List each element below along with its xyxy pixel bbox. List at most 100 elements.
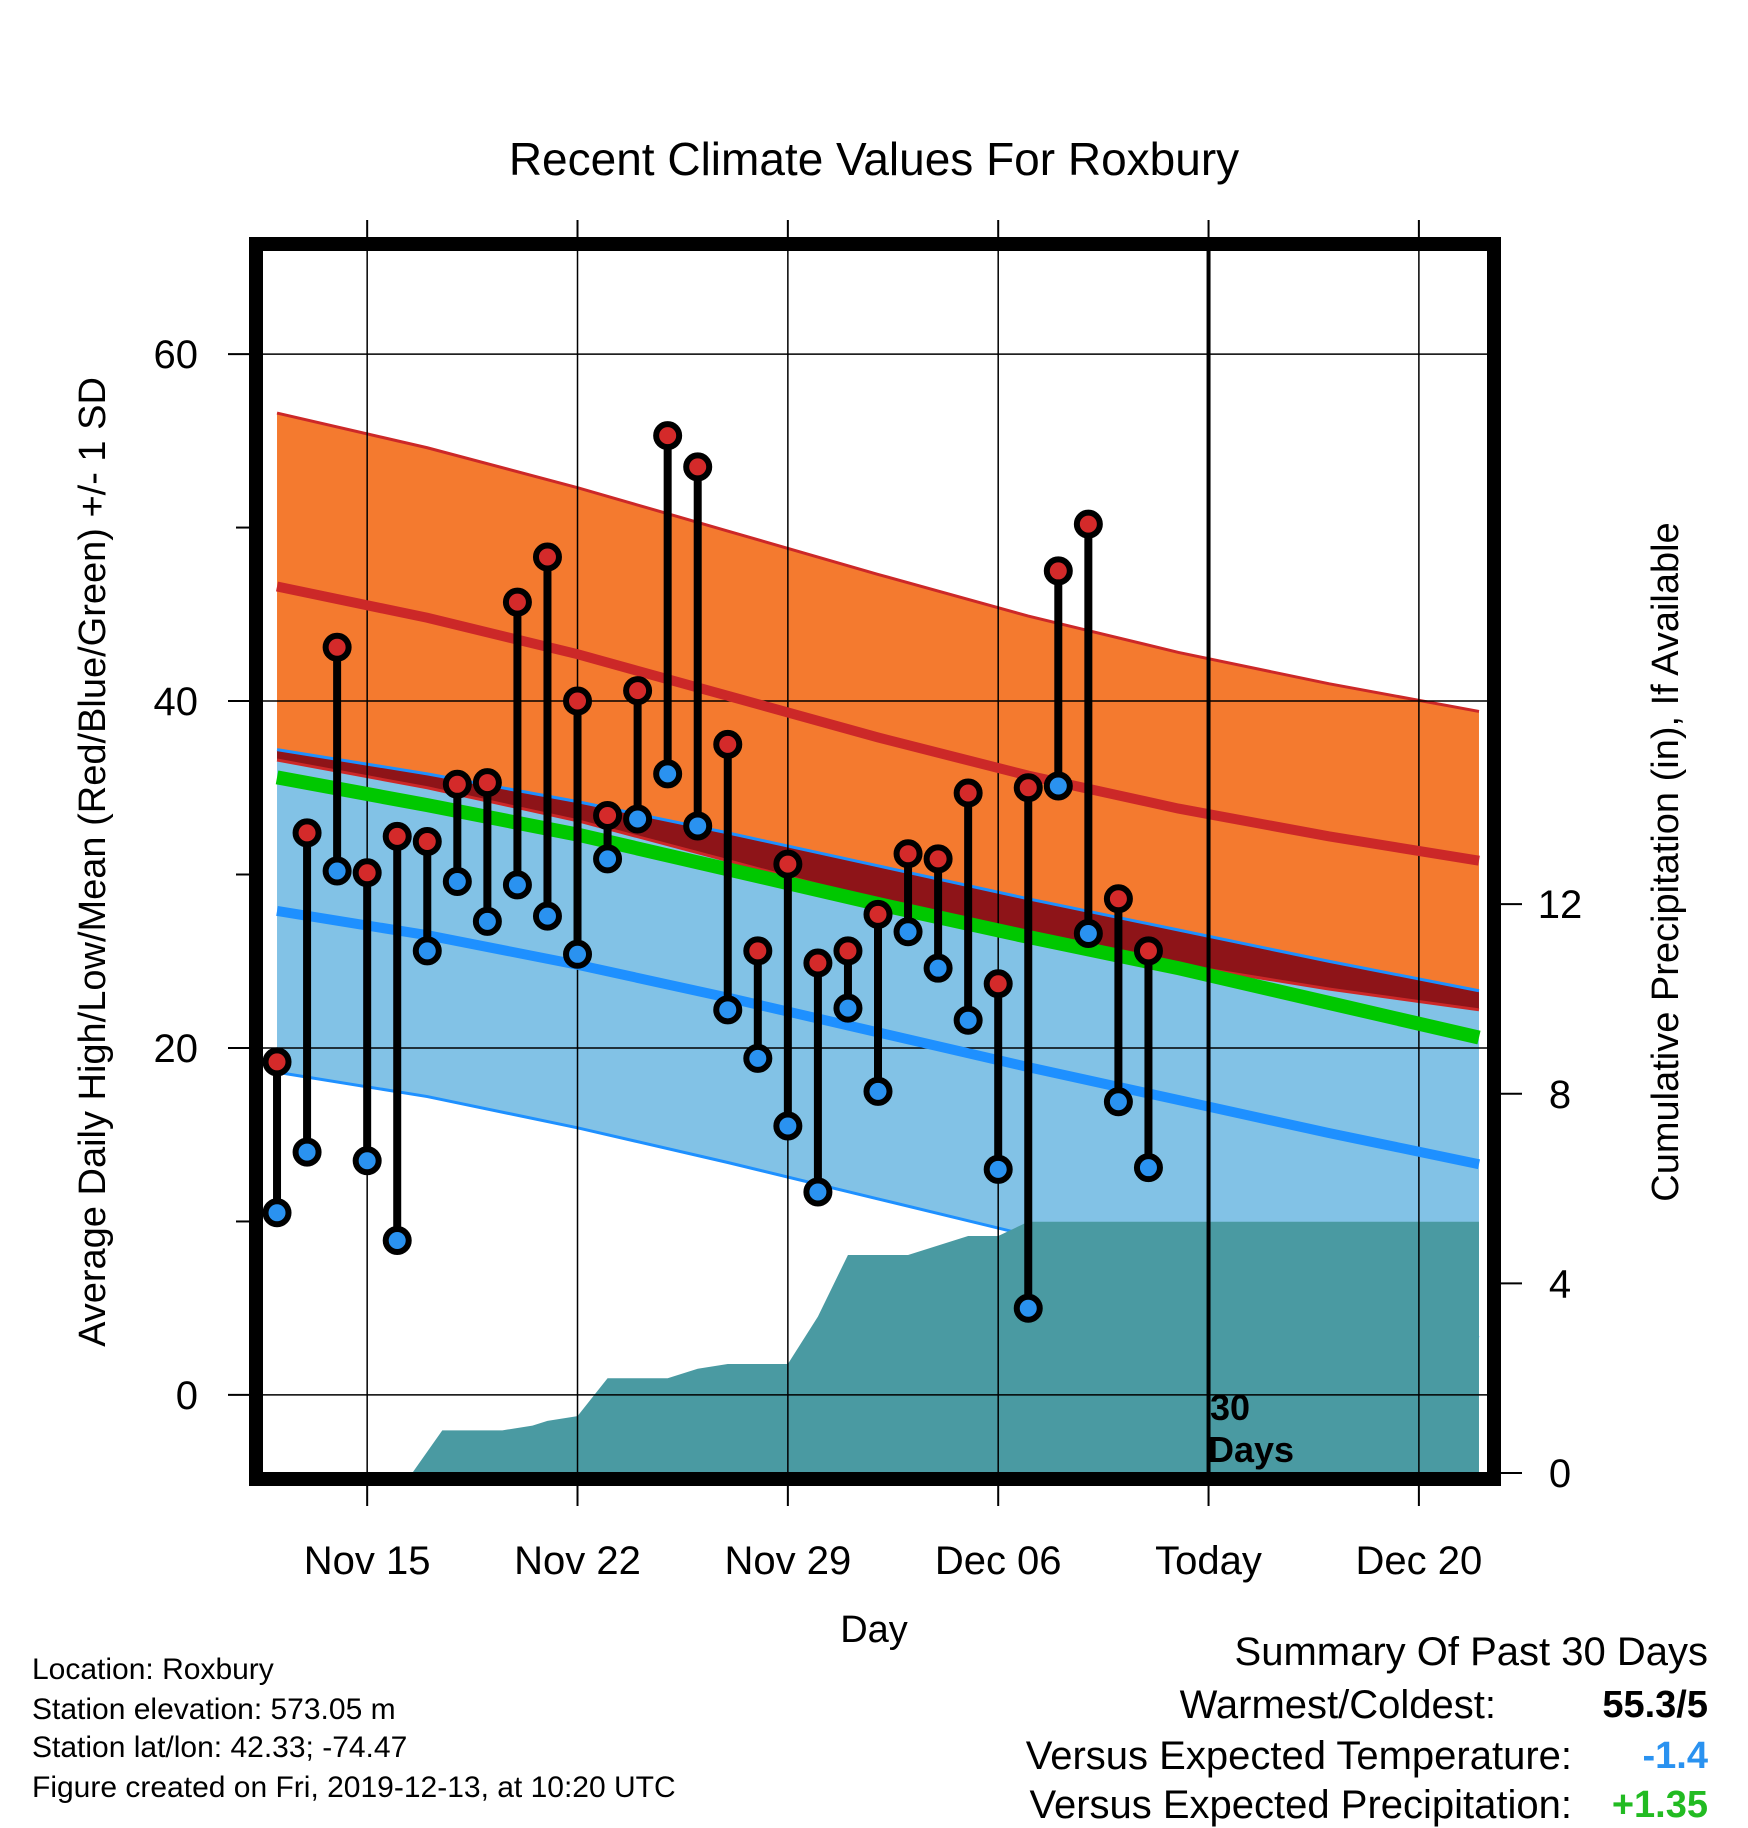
obs-low-point bbox=[653, 759, 683, 789]
y2-tick-label: 4 bbox=[1549, 1262, 1571, 1306]
obs-low-point bbox=[773, 1111, 803, 1141]
obs-low-point bbox=[472, 906, 502, 936]
summary-precip-value: +1.35 bbox=[1611, 1784, 1708, 1826]
chart-title: Recent Climate Values For Roxbury bbox=[509, 133, 1239, 185]
obs-high-point bbox=[833, 936, 863, 966]
obs-low-point bbox=[623, 804, 653, 834]
obs-high-point bbox=[1073, 509, 1103, 539]
obs-low-point bbox=[352, 1146, 382, 1176]
x-tick-label: Nov 29 bbox=[724, 1539, 851, 1583]
info-location: Location: Roxbury bbox=[32, 1653, 274, 1686]
obs-low-point bbox=[1103, 1087, 1133, 1117]
summary-temp-value: -1.4 bbox=[1642, 1735, 1708, 1777]
y-tick-label: 60 bbox=[154, 333, 199, 377]
precipitation-area bbox=[277, 1221, 1479, 1473]
obs-high-point bbox=[1103, 884, 1133, 914]
obs-low-point bbox=[382, 1226, 412, 1256]
y-tick-label: 40 bbox=[154, 680, 199, 724]
obs-high-point bbox=[442, 769, 472, 799]
y2-tick-label: 8 bbox=[1549, 1073, 1571, 1117]
obs-high-point bbox=[412, 827, 442, 857]
obs-low-point bbox=[743, 1043, 773, 1073]
summary-temp-label: Versus Expected Temperature: bbox=[1025, 1734, 1572, 1778]
obs-low-point bbox=[502, 870, 532, 900]
x-tick-label: Dec 06 bbox=[935, 1539, 1062, 1583]
obs-high-point bbox=[322, 632, 352, 662]
y2-axis-label: Cumulative Precipitation (in), If Availa… bbox=[1645, 522, 1687, 1201]
obs-low-point bbox=[893, 917, 923, 947]
obs-low-point bbox=[1013, 1293, 1043, 1323]
x-tick-label: Nov 15 bbox=[304, 1539, 431, 1583]
obs-low-point bbox=[683, 811, 713, 841]
y-axis-label: Average Daily High/Low/Mean (Red/Blue/Gr… bbox=[72, 377, 114, 1347]
obs-high-point bbox=[563, 686, 593, 716]
axes: Nov 15 Nov 22 Nov 29 Dec 06 Today Dec 2002040… bbox=[154, 220, 1583, 1583]
obs-high-point bbox=[953, 778, 983, 808]
obs-low-point bbox=[442, 866, 472, 896]
obs-high-point bbox=[1133, 936, 1163, 966]
obs-high-point bbox=[623, 676, 653, 706]
obs-low-point bbox=[923, 953, 953, 983]
obs-high-point bbox=[893, 839, 923, 869]
obs-high-point bbox=[382, 821, 412, 851]
today-label-days: Days bbox=[1208, 1429, 1294, 1470]
obs-high-point bbox=[352, 858, 382, 888]
x-tick-label: Dec 20 bbox=[1356, 1539, 1483, 1583]
y-tick-label: 0 bbox=[176, 1374, 198, 1418]
obs-high-point bbox=[532, 542, 562, 572]
obs-high-point bbox=[713, 729, 743, 759]
today-label-30: 30 bbox=[1210, 1387, 1250, 1428]
obs-low-point bbox=[1043, 771, 1073, 801]
y-tick-label: 20 bbox=[154, 1027, 199, 1071]
summary-title: Summary Of Past 30 Days bbox=[1234, 1630, 1708, 1674]
obs-low-point bbox=[412, 936, 442, 966]
plot-frame bbox=[249, 237, 1501, 1486]
cumulative-precip-area bbox=[277, 1221, 1479, 1473]
obs-low-point bbox=[953, 1005, 983, 1035]
obs-low-point bbox=[593, 844, 623, 874]
y2-tick-label: 12 bbox=[1538, 883, 1583, 927]
obs-high-point bbox=[653, 421, 683, 451]
obs-low-point bbox=[292, 1137, 322, 1167]
obs-low-point bbox=[532, 901, 562, 931]
x-tick-label: Nov 22 bbox=[514, 1539, 641, 1583]
obs-high-point bbox=[863, 899, 893, 929]
obs-high-point bbox=[292, 818, 322, 848]
summary-precip-label: Versus Expected Precipitation: bbox=[1029, 1783, 1572, 1827]
obs-high-point bbox=[803, 948, 833, 978]
obs-high-point bbox=[1043, 556, 1073, 586]
obs-high-point bbox=[472, 768, 502, 798]
info-elevation: Station elevation: 573.05 m bbox=[32, 1693, 396, 1726]
high-upper-edge bbox=[276, 411, 1480, 713]
y2-tick-label: 0 bbox=[1549, 1452, 1571, 1496]
obs-low-point bbox=[1073, 918, 1103, 948]
obs-low-point bbox=[563, 939, 593, 969]
obs-low-point bbox=[983, 1154, 1013, 1184]
normal-high-line bbox=[276, 581, 1480, 866]
obs-low-point bbox=[863, 1076, 893, 1106]
obs-high-point bbox=[1013, 773, 1043, 803]
obs-low-point bbox=[803, 1177, 833, 1207]
obs-high-point bbox=[923, 844, 953, 874]
obs-low-point bbox=[833, 993, 863, 1023]
obs-high-point bbox=[502, 587, 532, 617]
obs-high-point bbox=[593, 801, 623, 831]
obs-high-point bbox=[773, 849, 803, 879]
obs-high-point bbox=[983, 969, 1013, 999]
obs-low-point bbox=[1133, 1153, 1163, 1183]
observations bbox=[262, 421, 1163, 1323]
summary-warm-cold-label: Warmest/Coldest: bbox=[1179, 1683, 1496, 1727]
info-latlon: Station lat/lon: 42.33; -74.47 bbox=[32, 1731, 408, 1764]
obs-high-point bbox=[262, 1047, 292, 1077]
x-axis-label: Day bbox=[840, 1609, 908, 1651]
info-created: Figure created on Fri, 2019-12-13, at 10… bbox=[32, 1771, 676, 1804]
obs-high-point bbox=[683, 452, 713, 482]
plot-area bbox=[262, 250, 1488, 1473]
obs-low-point bbox=[322, 856, 352, 886]
obs-low-point bbox=[713, 995, 743, 1025]
summary-warm-cold-value: 55.3/5 bbox=[1602, 1684, 1708, 1726]
obs-low-point bbox=[262, 1198, 292, 1228]
x-tick-label: Today bbox=[1155, 1539, 1262, 1583]
obs-high-point bbox=[743, 936, 773, 966]
